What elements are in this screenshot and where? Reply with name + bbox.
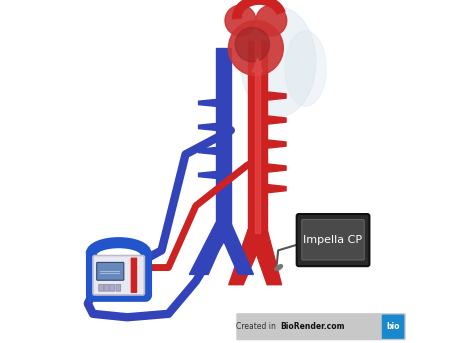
FancyBboxPatch shape (237, 313, 406, 340)
Ellipse shape (228, 21, 283, 75)
Polygon shape (267, 92, 286, 100)
FancyBboxPatch shape (99, 284, 104, 291)
Polygon shape (199, 99, 216, 106)
Ellipse shape (240, 7, 316, 117)
FancyBboxPatch shape (93, 256, 145, 295)
FancyBboxPatch shape (110, 284, 115, 291)
Polygon shape (229, 230, 267, 285)
Polygon shape (267, 185, 286, 193)
Polygon shape (199, 123, 216, 130)
FancyBboxPatch shape (302, 220, 364, 260)
FancyBboxPatch shape (131, 258, 137, 293)
FancyBboxPatch shape (297, 214, 369, 266)
FancyBboxPatch shape (116, 284, 121, 291)
Polygon shape (255, 41, 260, 233)
Polygon shape (248, 230, 282, 285)
Polygon shape (199, 172, 216, 178)
Polygon shape (267, 140, 286, 148)
Ellipse shape (225, 5, 256, 36)
Ellipse shape (275, 265, 283, 270)
Ellipse shape (256, 5, 287, 36)
Text: bio: bio (386, 322, 400, 331)
Polygon shape (267, 116, 286, 124)
FancyBboxPatch shape (104, 284, 109, 291)
Ellipse shape (285, 31, 326, 106)
Text: BioRender.com: BioRender.com (280, 322, 345, 331)
Text: Impella CP: Impella CP (303, 235, 363, 245)
Ellipse shape (235, 27, 270, 62)
Polygon shape (216, 48, 231, 226)
Polygon shape (253, 58, 263, 72)
FancyBboxPatch shape (382, 315, 404, 339)
Polygon shape (248, 41, 267, 233)
Polygon shape (189, 223, 231, 274)
Polygon shape (267, 164, 286, 172)
Polygon shape (216, 223, 254, 274)
FancyBboxPatch shape (97, 262, 124, 280)
Text: Created in: Created in (236, 322, 278, 331)
Polygon shape (199, 147, 216, 154)
